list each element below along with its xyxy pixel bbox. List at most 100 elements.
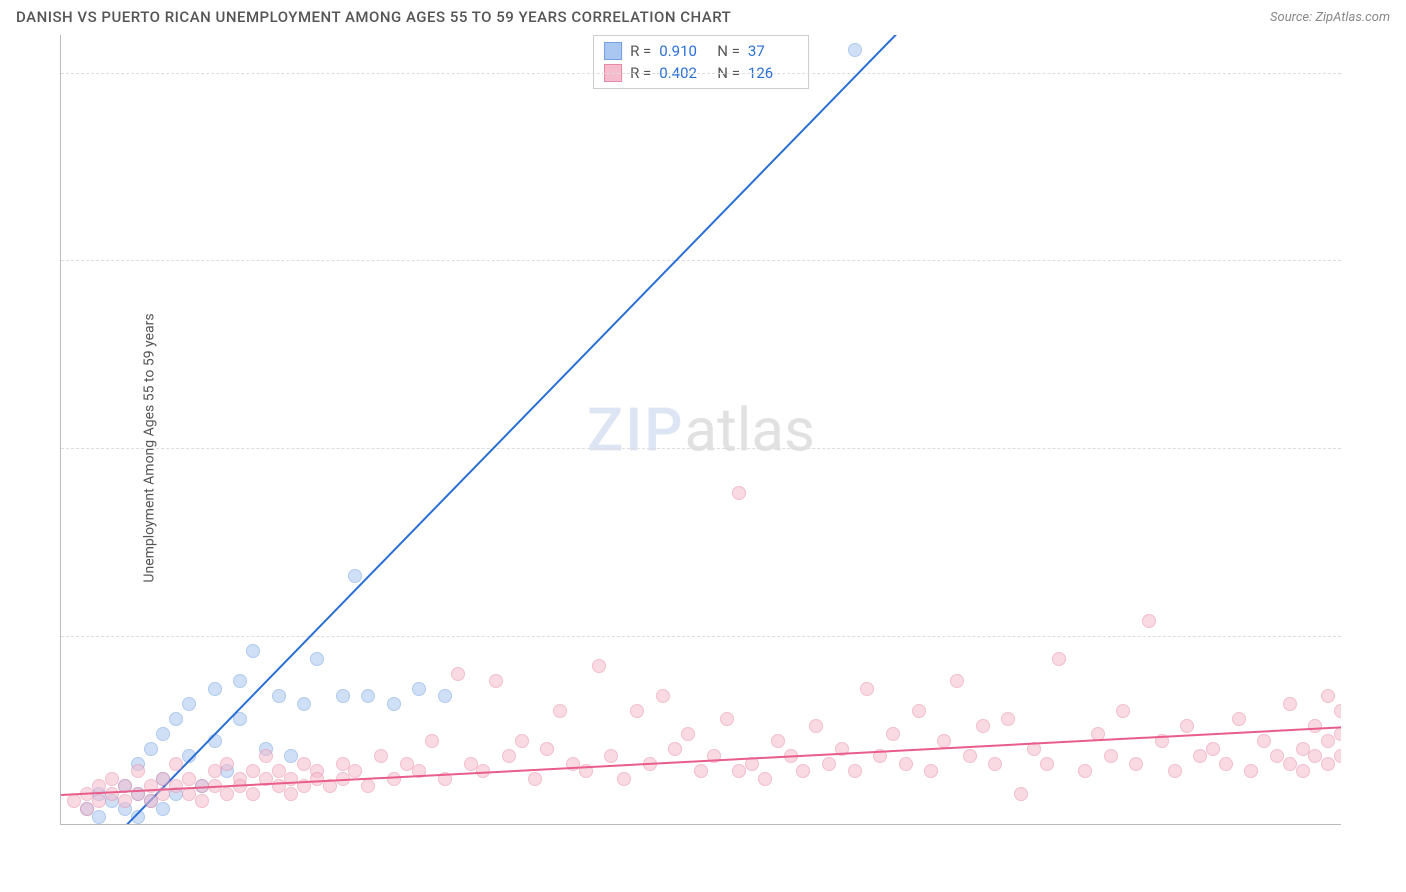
data-point xyxy=(425,734,439,748)
watermark-part1: ZIP xyxy=(587,394,684,465)
x-tick xyxy=(829,824,830,825)
data-point xyxy=(758,772,772,786)
data-point xyxy=(310,772,324,786)
data-point xyxy=(1244,764,1258,778)
data-point xyxy=(1334,704,1341,718)
data-point xyxy=(1040,757,1054,771)
swatch-danes xyxy=(604,42,622,60)
data-point xyxy=(963,749,977,763)
plot-area: ZIPatlas R = 0.910 N = 37 R = 0.402 N = … xyxy=(60,35,1341,825)
data-point xyxy=(1334,749,1341,763)
data-point xyxy=(1308,749,1322,763)
data-point xyxy=(438,689,452,703)
data-point xyxy=(246,644,260,658)
data-point xyxy=(156,772,170,786)
data-point xyxy=(169,779,183,793)
data-point xyxy=(886,727,900,741)
x-tick xyxy=(317,824,318,825)
data-point xyxy=(1193,749,1207,763)
x-tick xyxy=(189,824,190,825)
x-tick xyxy=(573,824,574,825)
data-point xyxy=(1168,764,1182,778)
data-point xyxy=(732,764,746,778)
data-point xyxy=(169,712,183,726)
data-point xyxy=(336,689,350,703)
trend-line xyxy=(61,726,1341,796)
n-value-danes: 37 xyxy=(748,40,798,62)
data-point xyxy=(348,764,362,778)
data-point xyxy=(451,667,465,681)
data-point xyxy=(208,682,222,696)
r-label: R = xyxy=(630,40,651,62)
stats-legend: R = 0.910 N = 37 R = 0.402 N = 126 xyxy=(593,35,809,89)
data-point xyxy=(246,787,260,801)
data-point xyxy=(169,757,183,771)
data-point xyxy=(182,697,196,711)
data-point xyxy=(1321,689,1335,703)
data-point xyxy=(1321,757,1335,771)
data-point xyxy=(720,712,734,726)
data-point xyxy=(284,787,298,801)
data-point xyxy=(246,764,260,778)
data-point xyxy=(1052,652,1066,666)
data-point xyxy=(361,779,375,793)
data-point xyxy=(144,742,158,756)
data-point xyxy=(156,802,170,816)
data-point xyxy=(1129,757,1143,771)
data-point xyxy=(988,757,1002,771)
data-point xyxy=(67,794,81,808)
data-point xyxy=(617,772,631,786)
data-point xyxy=(195,794,209,808)
stats-row-danes: R = 0.910 N = 37 xyxy=(604,40,798,62)
data-point xyxy=(668,742,682,756)
data-point xyxy=(515,734,529,748)
data-point xyxy=(732,486,746,500)
data-point xyxy=(272,689,286,703)
chart-container: Unemployment Among Ages 55 to 59 years Z… xyxy=(50,35,1391,860)
data-point xyxy=(540,742,554,756)
data-point xyxy=(1283,697,1297,711)
data-point xyxy=(310,652,324,666)
r-value-danes: 0.910 xyxy=(659,40,709,62)
data-point xyxy=(630,704,644,718)
data-point xyxy=(1321,734,1335,748)
data-point xyxy=(118,794,132,808)
data-point xyxy=(1270,749,1284,763)
watermark-part2: atlas xyxy=(685,394,815,465)
data-point xyxy=(220,787,234,801)
data-point xyxy=(272,764,286,778)
data-point xyxy=(1308,719,1322,733)
data-point xyxy=(1296,742,1310,756)
source-prefix: Source: xyxy=(1270,10,1315,25)
gridline-h xyxy=(61,73,1341,74)
data-point xyxy=(374,749,388,763)
data-point xyxy=(1334,727,1341,741)
data-point xyxy=(822,757,836,771)
data-point xyxy=(592,659,606,673)
data-point xyxy=(656,689,670,703)
data-point xyxy=(771,734,785,748)
data-point xyxy=(950,674,964,688)
data-point xyxy=(284,749,298,763)
data-point xyxy=(412,682,426,696)
chart-title: DANISH VS PUERTO RICAN UNEMPLOYMENT AMON… xyxy=(16,8,731,26)
n-label: N = xyxy=(717,40,740,62)
x-tick xyxy=(445,824,446,825)
gridline-h xyxy=(61,448,1341,449)
data-point xyxy=(387,697,401,711)
data-point xyxy=(80,802,94,816)
data-point xyxy=(553,704,567,718)
x-tick xyxy=(957,824,958,825)
data-point xyxy=(387,772,401,786)
data-point xyxy=(1257,734,1271,748)
x-tick xyxy=(701,824,702,825)
source-name: ZipAtlas.com xyxy=(1315,10,1390,25)
data-point xyxy=(464,757,478,771)
data-point xyxy=(1001,712,1015,726)
data-point xyxy=(489,674,503,688)
data-point xyxy=(208,764,222,778)
data-point xyxy=(528,772,542,786)
data-point xyxy=(1104,749,1118,763)
data-point xyxy=(220,757,234,771)
data-point xyxy=(105,787,119,801)
